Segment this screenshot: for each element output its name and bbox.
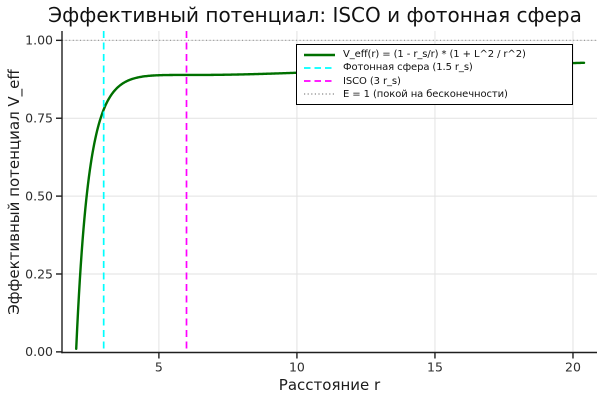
y-tick-label: 0.50 (25, 188, 53, 203)
veff-curve (75, 61, 586, 350)
legend-entry-isco: ISCO (3 r_s) (303, 76, 570, 87)
x-tick-label: 10 (289, 360, 305, 375)
x-tick-label: 20 (565, 360, 581, 375)
y-tick-label: 0.25 (25, 266, 53, 281)
legend-line-solid-green-icon (304, 53, 335, 56)
legend-entry-energy: E = 1 (покой на бесконечности) (303, 89, 570, 100)
legend-line-dotted-gray-icon (304, 93, 335, 95)
chart-title: Эффективный потенциал: ISCO и фотонная с… (48, 3, 582, 27)
y-tick-label: 0.75 (25, 111, 53, 126)
y-tick-label: 0.00 (25, 344, 53, 359)
legend-entry-veff: V_eff(r) = (1 - r_s/r) * (1 + L^2 / r^2) (303, 49, 570, 60)
legend: V_eff(r) = (1 - r_s/r) * (1 + L^2 / r^2)… (296, 44, 573, 105)
y-tick-label: 1.00 (25, 33, 53, 48)
x-tick-label: 15 (427, 360, 443, 375)
x-tick-label: 5 (155, 360, 163, 375)
legend-label: V_eff(r) = (1 - r_s/r) * (1 + L^2 / r^2) (343, 49, 526, 61)
legend-line-dashed-magenta-icon (304, 80, 335, 82)
legend-line-dashed-cyan-icon (304, 67, 335, 69)
legend-label: Фотонная сфера (1.5 r_s) (343, 62, 473, 74)
legend-label: ISCO (3 r_s) (343, 75, 401, 87)
legend-entry-photon-sphere: Фотонная сфера (1.5 r_s) (303, 62, 570, 73)
legend-label: E = 1 (покой на бесконечности) (343, 88, 508, 100)
x-axis-label: Расстояние r (278, 376, 381, 394)
